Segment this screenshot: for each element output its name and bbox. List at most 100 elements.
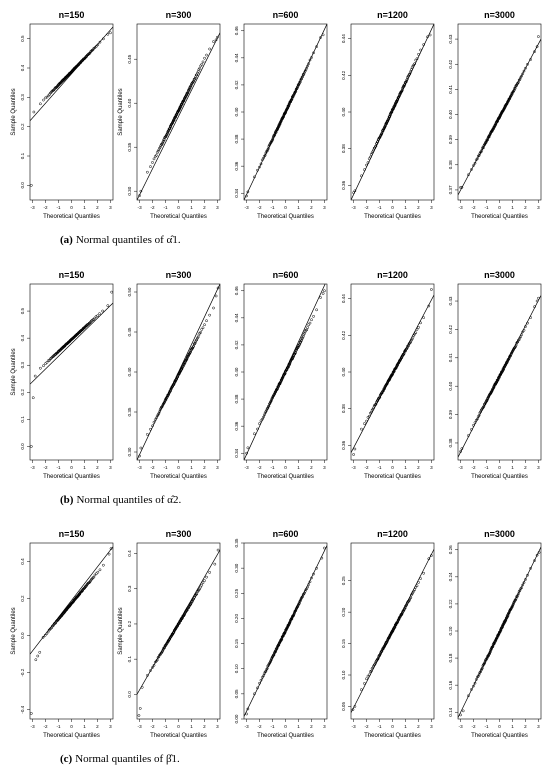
qq-point xyxy=(208,313,211,317)
x-tick-label: 2 xyxy=(310,465,313,470)
qq-point xyxy=(308,58,312,62)
qq-point xyxy=(467,434,470,437)
y-tick-label: 0.25 xyxy=(341,576,346,585)
qq-point xyxy=(169,125,173,129)
x-tick-label: -2 xyxy=(258,205,263,210)
qq-point xyxy=(98,312,101,316)
y-tick-label: 0.1 xyxy=(20,152,25,159)
qq-point xyxy=(196,590,199,594)
qq-tail-point xyxy=(537,296,540,300)
x-tick-label: -3 xyxy=(352,205,357,210)
y-tick-label: 0.39 xyxy=(448,135,453,144)
y-tick-label: 0.36 xyxy=(234,421,239,430)
qq-tail-point xyxy=(109,547,113,550)
qq-point xyxy=(363,682,366,685)
qq-tail-point xyxy=(106,32,110,36)
qq-tail-point xyxy=(535,45,539,48)
qq-point xyxy=(516,593,520,597)
qq-point xyxy=(417,52,420,56)
qq-point xyxy=(256,168,259,172)
qq-point xyxy=(310,56,313,59)
x-tick-label: -1 xyxy=(377,724,382,729)
reference-line xyxy=(137,32,220,200)
x-tick-label: 0 xyxy=(498,724,501,729)
y-tick-label: 0.40 xyxy=(448,381,453,390)
qq-point xyxy=(312,572,315,576)
y-tick-label: 0.45 xyxy=(127,327,132,336)
qq-point xyxy=(156,656,160,659)
y-tick-label: 0.45 xyxy=(127,54,132,63)
qq-tail-point xyxy=(461,709,465,713)
qq-point xyxy=(360,427,363,431)
x-tick-label: -3 xyxy=(138,465,143,470)
y-tick-label: 0.3 xyxy=(20,362,25,369)
x-tick-label: 2 xyxy=(96,724,99,729)
qq-point xyxy=(193,595,196,599)
x-tick-label: 2 xyxy=(96,205,99,210)
qq-point xyxy=(260,417,264,421)
qq-point xyxy=(374,403,377,407)
x-tick-label: -2 xyxy=(365,724,370,729)
qq-point xyxy=(253,432,256,436)
x-tick-label: 1 xyxy=(297,465,300,470)
x-tick-label: -1 xyxy=(270,724,275,729)
x-tick-label: 3 xyxy=(216,724,219,729)
qq-point xyxy=(176,375,180,379)
qq-point xyxy=(368,155,372,159)
qq-point xyxy=(200,63,204,66)
qq-panel-n-3000: n=3000 -3 -2 -1 0 1 2 3 0.37 0.38 0.39 0.40 0.41 0.42… xyxy=(448,10,542,220)
qq-tail-point xyxy=(216,548,220,552)
qq-tail-point xyxy=(245,451,248,455)
qq-point xyxy=(295,86,299,90)
y-tick-label: 0.39 xyxy=(448,410,453,419)
qq-panel-n-600: n=600 -3 -2 -1 0 1 2 3 0.34 0.36 0.38 0.40 0.42 0.44 0… xyxy=(234,10,328,220)
qq-tail-point xyxy=(430,288,433,291)
qq-point xyxy=(366,161,370,164)
qq-tail-point xyxy=(459,713,462,717)
qq-point xyxy=(269,399,273,403)
x-tick-label: 3 xyxy=(109,465,112,470)
qq-point xyxy=(151,424,154,428)
y-tick-label: 0.36 xyxy=(341,440,346,449)
qq-point xyxy=(272,653,276,657)
qq-point xyxy=(415,57,419,61)
x-tick-label: 1 xyxy=(190,724,193,729)
x-tick-label: -2 xyxy=(44,724,49,729)
plot-data xyxy=(351,288,434,456)
x-tick-label: -3 xyxy=(31,465,36,470)
qq-point xyxy=(305,328,309,332)
qq-point xyxy=(256,427,259,431)
qq-tail-point xyxy=(535,299,539,303)
qq-tail-point xyxy=(214,38,218,42)
qq-point xyxy=(363,168,366,172)
x-tick-label: -1 xyxy=(163,465,168,470)
qq-panel-n-1200: n=1200 -3 -2 -1 0 1 2 3 0.05 0.10 0.15 0.20 0.25 Theo… xyxy=(341,529,435,739)
qq-tail-point xyxy=(245,194,248,198)
qq-panel-n-3000: n=3000 -3 -2 -1 0 1 2 3 0.38 0.39 0.40 0.41 0.42 0.43… xyxy=(448,270,542,480)
qq-point xyxy=(203,323,206,327)
x-tick-label: -1 xyxy=(56,724,61,729)
y-tick-label: 0.42 xyxy=(448,325,453,334)
x-tick-label: 3 xyxy=(216,205,219,210)
qq-point xyxy=(374,144,378,148)
y-tick-label: 0.38 xyxy=(341,144,346,153)
x-tick-label: 3 xyxy=(109,724,112,729)
qq-tail-point xyxy=(138,454,141,458)
qq-point xyxy=(208,571,211,574)
qq-point xyxy=(408,71,412,75)
qq-tail-point xyxy=(430,554,433,557)
qq-point xyxy=(301,75,304,79)
qq-point xyxy=(162,646,166,650)
qq-point xyxy=(294,89,298,93)
y-tick-label: 0.40 xyxy=(341,367,346,376)
qq-point xyxy=(149,669,152,672)
x-tick-label: 1 xyxy=(297,724,300,729)
qq-tail-point xyxy=(140,685,144,689)
qq-point xyxy=(158,145,162,149)
y-tick-label: 0.41 xyxy=(448,84,453,93)
qq-point xyxy=(259,678,263,682)
y-tick-label: 0.3 xyxy=(127,585,132,592)
qq-point xyxy=(284,630,287,633)
qq-point xyxy=(475,417,479,421)
y-tick-label: 0.36 xyxy=(234,161,239,170)
